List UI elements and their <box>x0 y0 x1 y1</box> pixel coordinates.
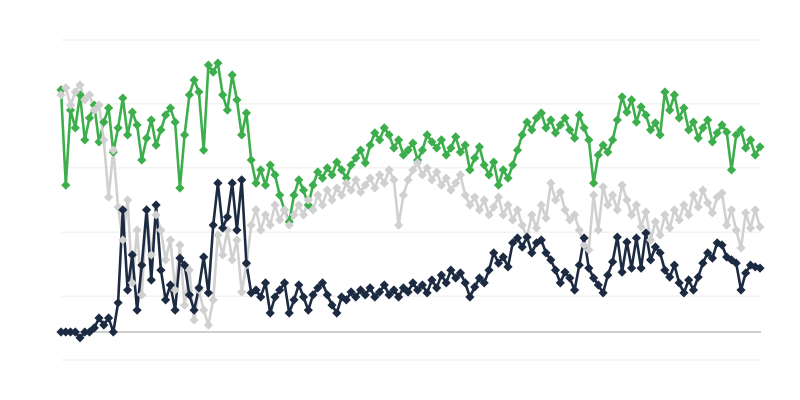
silver-series-line <box>59 83 762 327</box>
series-markers <box>56 58 765 343</box>
green-series-markers <box>56 58 765 227</box>
y-gridlines <box>61 39 761 361</box>
series-lines <box>59 61 762 340</box>
navy-series-line <box>59 178 762 340</box>
green-series-line <box>59 61 762 224</box>
